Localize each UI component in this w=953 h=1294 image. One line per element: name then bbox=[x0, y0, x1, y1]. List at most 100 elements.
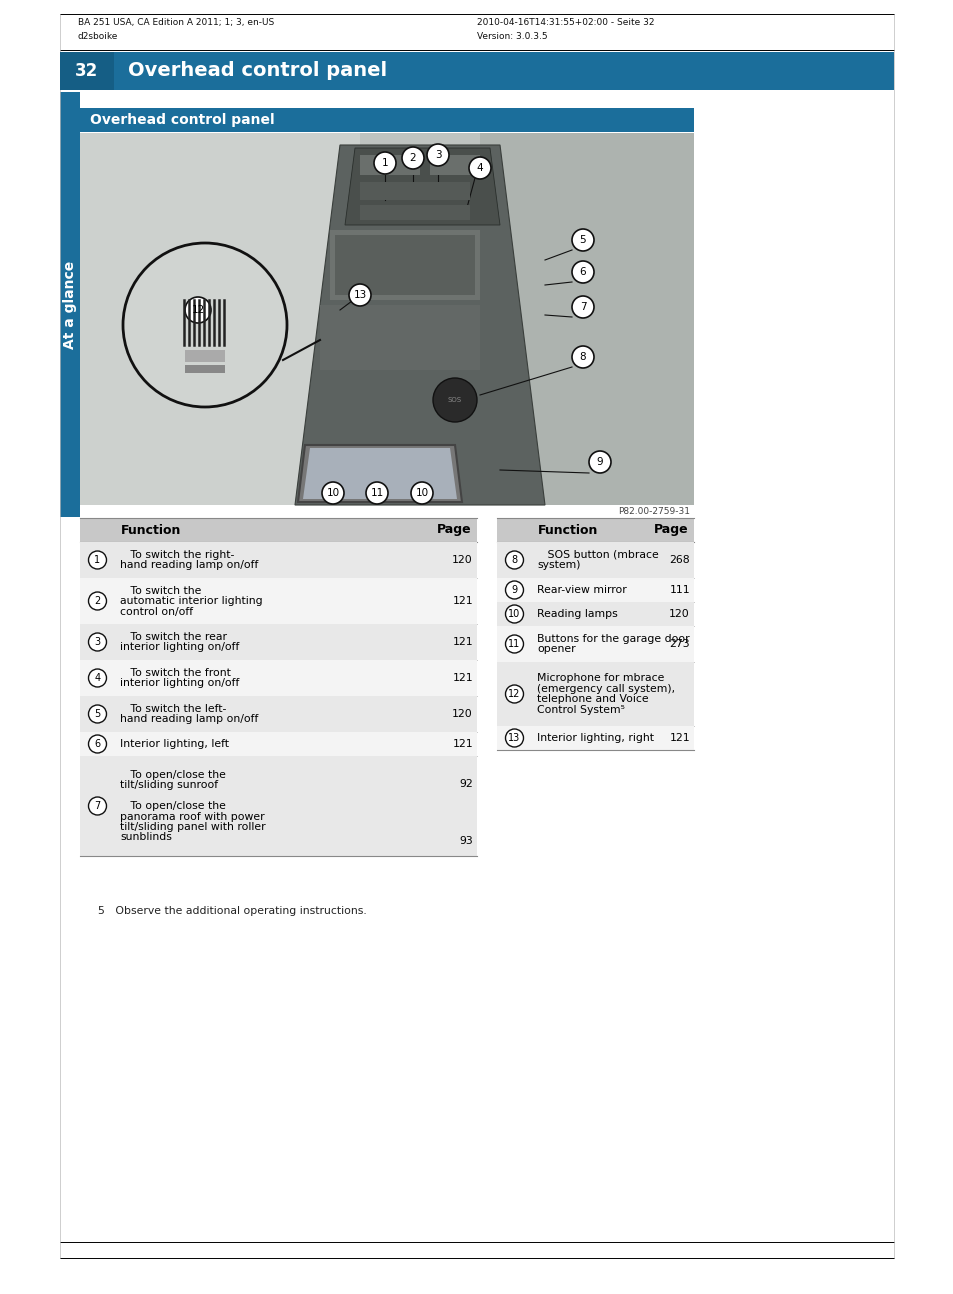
Bar bbox=[80, 732, 476, 756]
Text: Buttons for the garage door: Buttons for the garage door bbox=[537, 634, 689, 643]
Circle shape bbox=[89, 797, 107, 815]
Circle shape bbox=[588, 452, 610, 474]
Text: 8: 8 bbox=[579, 352, 586, 362]
Text: 121: 121 bbox=[452, 597, 473, 606]
Circle shape bbox=[411, 481, 433, 503]
Bar bbox=[497, 578, 693, 602]
Text: SOS button (mbrace: SOS button (mbrace bbox=[537, 550, 659, 560]
Text: To switch the: To switch the bbox=[120, 585, 201, 595]
Bar bbox=[80, 133, 693, 505]
Text: Version: 3.0.3.5: Version: 3.0.3.5 bbox=[476, 32, 547, 41]
Bar bbox=[80, 578, 476, 624]
Text: hand reading lamp on/off: hand reading lamp on/off bbox=[120, 714, 258, 725]
Text: sunblinds: sunblinds bbox=[120, 832, 172, 842]
Text: 4: 4 bbox=[94, 673, 100, 683]
Text: Microphone for mbrace: Microphone for mbrace bbox=[537, 673, 663, 683]
Circle shape bbox=[89, 705, 107, 723]
Bar bbox=[497, 726, 693, 751]
Bar bbox=[80, 660, 476, 696]
Text: tilt/sliding sunroof: tilt/sliding sunroof bbox=[120, 780, 218, 791]
Text: Page: Page bbox=[436, 524, 472, 537]
Text: 93: 93 bbox=[458, 836, 473, 846]
Bar bbox=[335, 236, 475, 295]
Text: d2sboike: d2sboike bbox=[78, 32, 118, 41]
Text: Function: Function bbox=[537, 524, 598, 537]
Text: 1: 1 bbox=[94, 555, 100, 565]
Text: 120: 120 bbox=[452, 555, 473, 565]
Circle shape bbox=[505, 581, 523, 599]
Text: 1: 1 bbox=[381, 158, 388, 168]
Text: 268: 268 bbox=[669, 555, 689, 565]
Text: 2: 2 bbox=[409, 153, 416, 163]
Circle shape bbox=[374, 151, 395, 173]
Text: 111: 111 bbox=[669, 585, 689, 595]
Circle shape bbox=[366, 481, 388, 503]
Bar bbox=[60, 52, 113, 91]
Text: 9: 9 bbox=[596, 457, 602, 467]
Text: 121: 121 bbox=[452, 637, 473, 647]
Text: To open/close the: To open/close the bbox=[120, 770, 226, 779]
Bar bbox=[80, 518, 476, 542]
Text: hand reading lamp on/off: hand reading lamp on/off bbox=[120, 560, 258, 571]
Text: Rear-view mirror: Rear-view mirror bbox=[537, 585, 626, 595]
Circle shape bbox=[433, 378, 476, 422]
Bar bbox=[80, 756, 476, 857]
Text: 8: 8 bbox=[511, 555, 517, 565]
Text: P82.00-2759-31: P82.00-2759-31 bbox=[618, 507, 689, 516]
Text: 5   Observe the additional operating instructions.: 5 Observe the additional operating instr… bbox=[98, 906, 366, 916]
Bar bbox=[319, 305, 479, 370]
Circle shape bbox=[89, 669, 107, 687]
Text: 9: 9 bbox=[511, 585, 517, 595]
Text: Interior lighting, left: Interior lighting, left bbox=[120, 739, 229, 749]
Circle shape bbox=[322, 481, 344, 503]
Text: To open/close the: To open/close the bbox=[120, 801, 226, 811]
Circle shape bbox=[89, 551, 107, 569]
Bar bbox=[80, 696, 476, 732]
Text: interior lighting on/off: interior lighting on/off bbox=[120, 642, 239, 652]
Text: 13: 13 bbox=[353, 290, 366, 300]
Bar bbox=[430, 155, 479, 175]
Text: 13: 13 bbox=[508, 732, 520, 743]
Text: BA 251 USA, CA Edition A 2011; 1; 3, en-US: BA 251 USA, CA Edition A 2011; 1; 3, en-… bbox=[78, 18, 274, 27]
Polygon shape bbox=[479, 133, 693, 505]
Circle shape bbox=[89, 735, 107, 753]
Bar bbox=[497, 542, 693, 578]
Circle shape bbox=[505, 685, 523, 703]
Text: Control System⁵: Control System⁵ bbox=[537, 705, 624, 714]
Circle shape bbox=[427, 144, 449, 166]
Circle shape bbox=[572, 229, 594, 251]
Text: opener: opener bbox=[537, 644, 575, 655]
Bar bbox=[60, 52, 893, 91]
Text: 12: 12 bbox=[192, 305, 204, 314]
Text: automatic interior lighting: automatic interior lighting bbox=[120, 597, 262, 606]
Bar bbox=[359, 155, 419, 175]
Circle shape bbox=[572, 345, 594, 367]
Bar bbox=[330, 230, 479, 300]
Text: 32: 32 bbox=[75, 62, 98, 80]
Circle shape bbox=[505, 635, 523, 653]
Bar bbox=[80, 107, 693, 132]
Circle shape bbox=[505, 551, 523, 569]
Text: 120: 120 bbox=[669, 609, 689, 619]
Text: Overhead control panel: Overhead control panel bbox=[128, 62, 387, 80]
Circle shape bbox=[349, 283, 371, 305]
Polygon shape bbox=[345, 148, 499, 225]
Text: 4: 4 bbox=[476, 163, 483, 173]
Bar bbox=[185, 365, 225, 373]
Text: Reading lamps: Reading lamps bbox=[537, 609, 618, 619]
Text: 273: 273 bbox=[669, 639, 689, 650]
Text: 121: 121 bbox=[452, 673, 473, 683]
Text: 11: 11 bbox=[370, 488, 383, 498]
Bar bbox=[497, 602, 693, 626]
Bar bbox=[497, 518, 693, 542]
Text: (emergency call system),: (emergency call system), bbox=[537, 683, 675, 694]
Text: 12: 12 bbox=[508, 688, 520, 699]
Circle shape bbox=[185, 298, 211, 324]
Bar bbox=[80, 624, 476, 660]
Circle shape bbox=[572, 261, 594, 283]
Text: 7: 7 bbox=[94, 801, 100, 811]
Circle shape bbox=[505, 606, 523, 622]
Text: Function: Function bbox=[121, 524, 181, 537]
Text: 10: 10 bbox=[326, 488, 339, 498]
Text: 2010-04-16T14:31:55+02:00 - Seite 32: 2010-04-16T14:31:55+02:00 - Seite 32 bbox=[476, 18, 654, 27]
